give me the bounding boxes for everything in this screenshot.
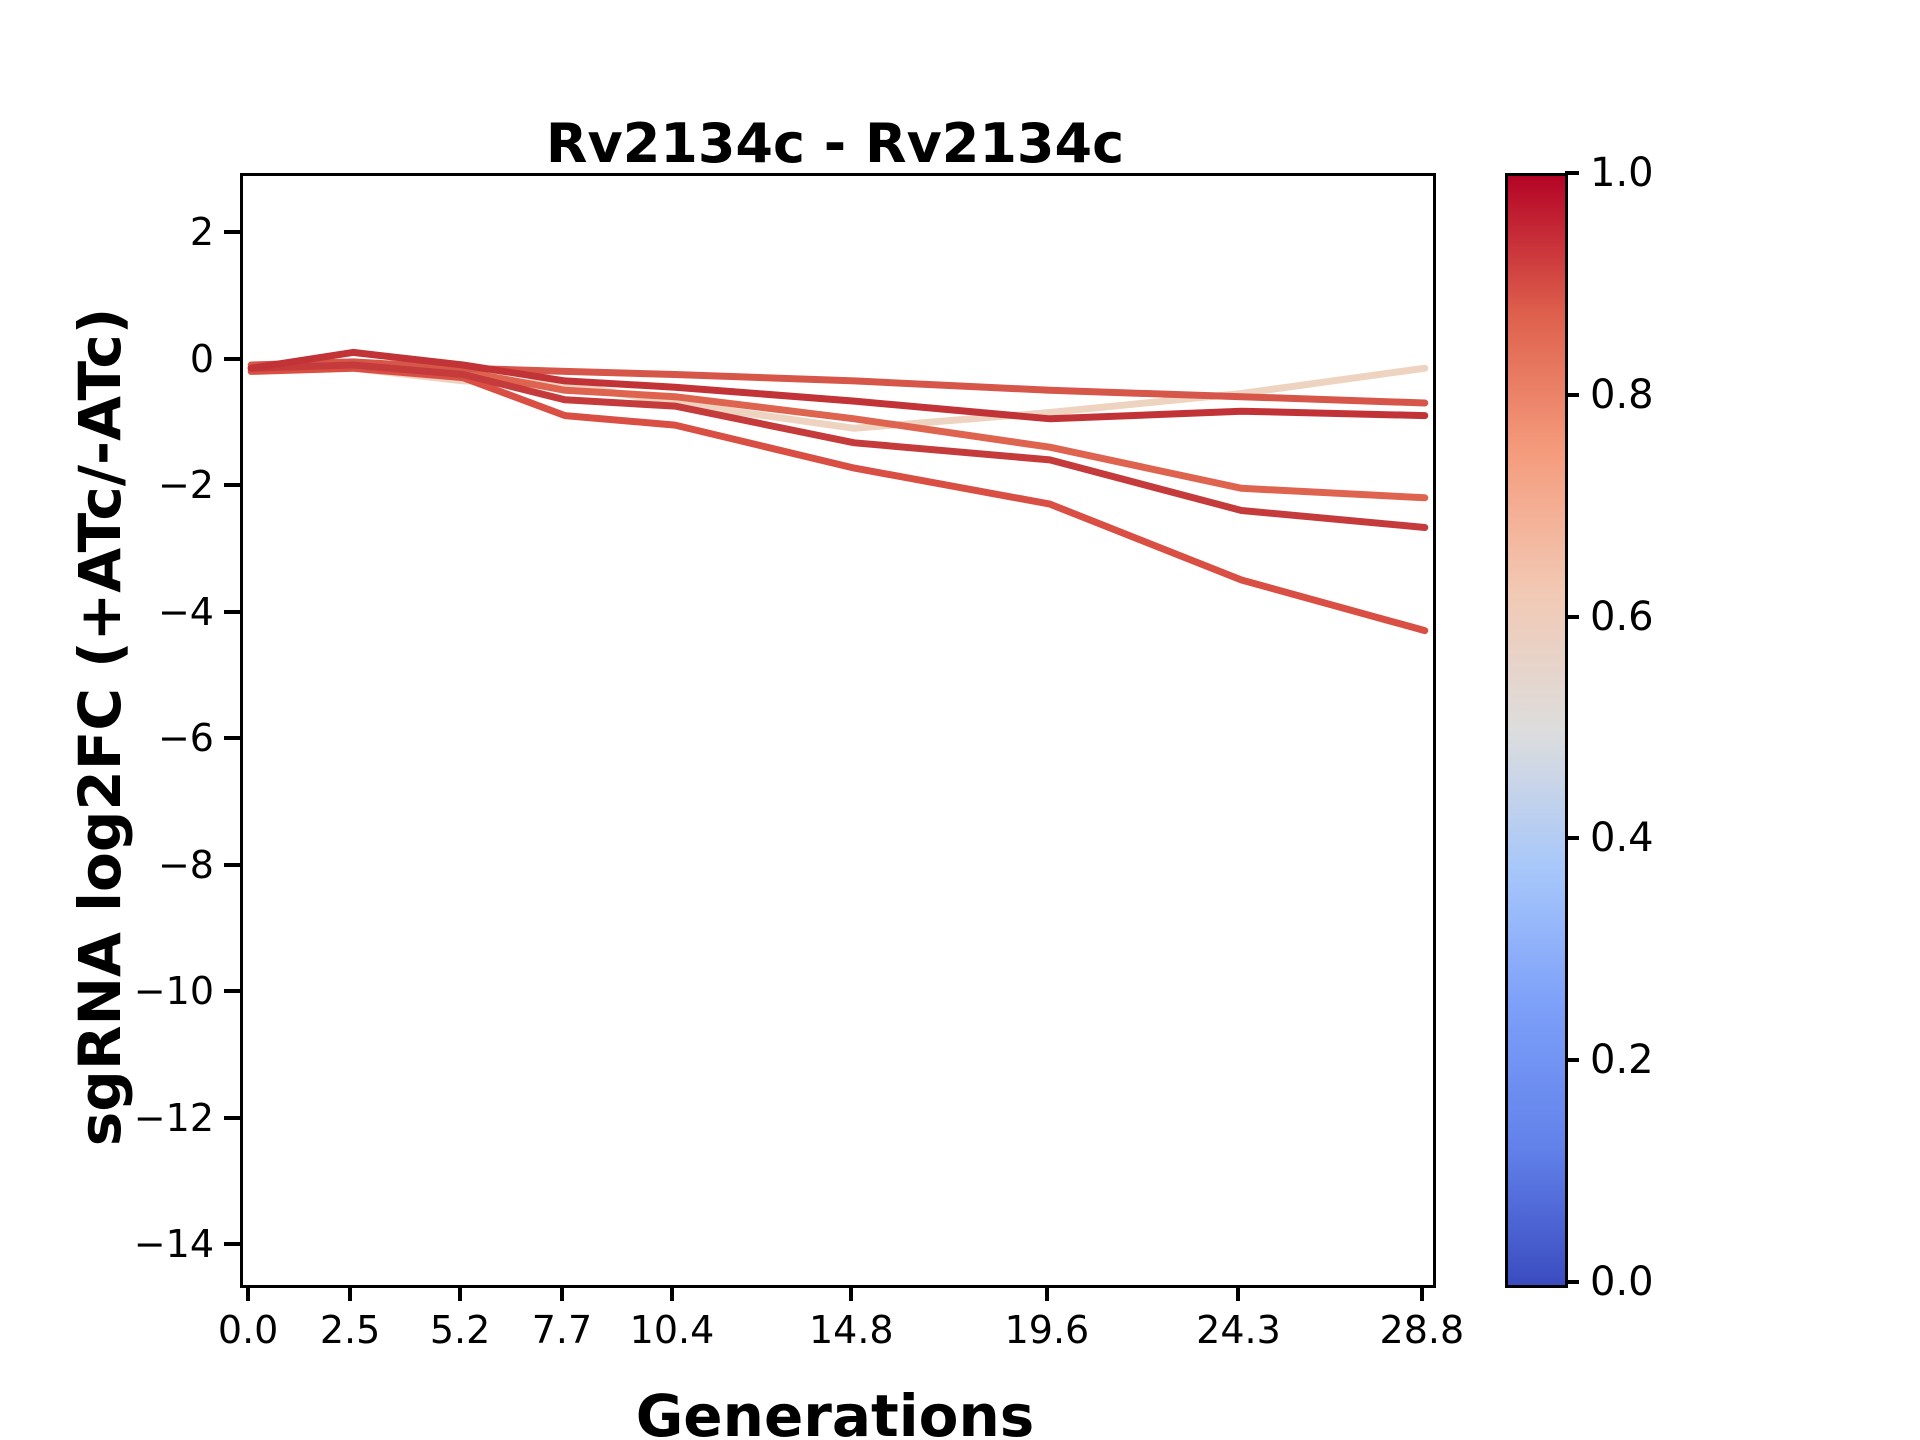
y-tick-mark xyxy=(224,1242,240,1247)
x-tick-mark xyxy=(849,1285,854,1301)
y-tick-label: −10 xyxy=(133,969,214,1014)
colorbar-tick-label: 1.0 xyxy=(1590,150,1654,196)
colorbar-tick-mark xyxy=(1565,1058,1579,1063)
y-tick-mark xyxy=(224,483,240,488)
x-tick-mark xyxy=(1236,1285,1241,1301)
series-line-sgRNA-darkred-mid xyxy=(247,361,1429,531)
colorbar-tick-label: 0.6 xyxy=(1590,593,1654,640)
series-line-sgRNA-salmon xyxy=(247,361,1429,502)
x-tick-label: 7.7 xyxy=(531,1308,593,1352)
y-tick-label: −8 xyxy=(157,842,214,887)
y-tick-label: −2 xyxy=(157,463,214,508)
y-tick-mark xyxy=(224,356,240,361)
colorbar-tick-label: 0.8 xyxy=(1590,371,1654,418)
y-tick-label: 0 xyxy=(189,336,214,381)
x-tick-mark xyxy=(458,1285,463,1301)
x-tick-mark xyxy=(246,1285,251,1301)
y-tick-mark xyxy=(224,862,240,867)
x-tick-label: 2.5 xyxy=(319,1308,381,1352)
y-axis-label: sgRNA log2FC (+ATc/-ATc) xyxy=(66,307,134,1147)
x-tick-mark xyxy=(1419,1285,1424,1301)
x-tick-label: 19.6 xyxy=(1004,1308,1090,1352)
x-axis-label: Generations xyxy=(635,1382,1035,1440)
chart-title: Rv2134c - Rv2134c xyxy=(545,112,1125,175)
y-tick-label: −14 xyxy=(133,1222,214,1267)
colorbar-tick-mark xyxy=(1565,1280,1579,1284)
colorbar-tick-label: 0.0 xyxy=(1590,1259,1654,1305)
series-line-sgRNA-red-steep xyxy=(247,364,1429,635)
x-tick-label: 24.3 xyxy=(1196,1308,1281,1352)
y-tick-mark xyxy=(224,609,240,614)
y-tick-label: −6 xyxy=(157,716,214,761)
x-tick-label: 5.2 xyxy=(429,1308,491,1352)
colorbar-tick-mark xyxy=(1565,392,1579,397)
y-tick-label: −12 xyxy=(133,1095,214,1140)
x-tick-mark xyxy=(669,1285,674,1301)
x-tick-label: 10.4 xyxy=(629,1308,715,1352)
y-tick-mark xyxy=(224,736,240,741)
colorbar-tick-mark xyxy=(1565,614,1579,619)
x-tick-label: 28.8 xyxy=(1379,1308,1465,1352)
x-tick-mark xyxy=(1044,1285,1049,1301)
y-tick-mark xyxy=(224,230,240,235)
colorbar-tick-label: 0.2 xyxy=(1590,1037,1654,1084)
x-tick-label: 0.0 xyxy=(217,1308,279,1352)
x-tick-mark xyxy=(559,1285,564,1301)
y-tick-label: −4 xyxy=(157,589,214,634)
colorbar xyxy=(1505,173,1568,1288)
series-line-sgRNA-red-flat xyxy=(247,358,1429,407)
y-tick-label: 2 xyxy=(189,210,214,255)
colorbar-tick-mark xyxy=(1565,836,1579,841)
x-tick-label: 14.8 xyxy=(808,1308,894,1352)
y-tick-mark xyxy=(224,1115,240,1120)
colorbar-tick-label: 0.4 xyxy=(1590,815,1654,862)
line-series-canvas xyxy=(247,348,1429,635)
x-tick-mark xyxy=(348,1285,353,1301)
series-line-sgRNA-darkred-top xyxy=(247,348,1429,423)
plot-area xyxy=(240,173,1436,1288)
y-tick-mark xyxy=(224,989,240,994)
colorbar-tick-mark xyxy=(1565,171,1579,175)
